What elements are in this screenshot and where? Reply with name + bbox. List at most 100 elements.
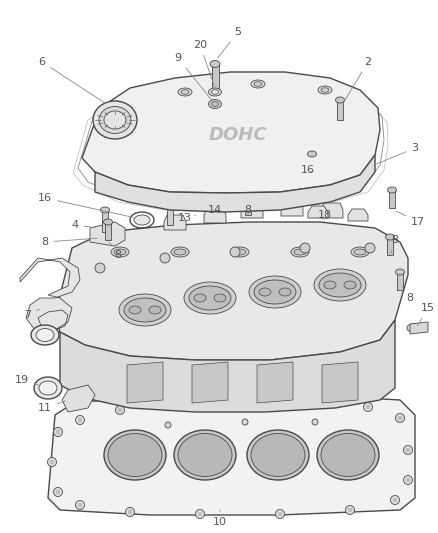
- Circle shape: [364, 402, 372, 411]
- Text: 4: 4: [71, 220, 95, 230]
- Circle shape: [278, 512, 283, 516]
- Text: 14: 14: [208, 205, 228, 215]
- Circle shape: [276, 510, 285, 519]
- Text: DOHC: DOHC: [208, 126, 267, 144]
- Polygon shape: [95, 155, 375, 212]
- Polygon shape: [105, 222, 111, 240]
- Ellipse shape: [251, 80, 265, 88]
- Ellipse shape: [321, 433, 375, 477]
- Circle shape: [56, 430, 60, 434]
- Polygon shape: [204, 208, 226, 223]
- Ellipse shape: [34, 377, 62, 399]
- Circle shape: [365, 405, 371, 409]
- Ellipse shape: [212, 101, 219, 107]
- Ellipse shape: [108, 433, 162, 477]
- Ellipse shape: [174, 430, 236, 480]
- Text: 3: 3: [377, 143, 418, 164]
- Circle shape: [166, 403, 170, 408]
- Ellipse shape: [385, 234, 395, 240]
- Circle shape: [56, 489, 60, 495]
- Ellipse shape: [291, 247, 309, 257]
- Polygon shape: [309, 154, 315, 174]
- Circle shape: [300, 243, 310, 253]
- Polygon shape: [281, 201, 303, 216]
- Ellipse shape: [111, 247, 129, 257]
- Text: 5: 5: [218, 27, 241, 58]
- Ellipse shape: [318, 86, 332, 94]
- Polygon shape: [241, 203, 263, 218]
- Text: 17: 17: [396, 211, 425, 227]
- Circle shape: [195, 510, 205, 519]
- Ellipse shape: [317, 430, 379, 480]
- Ellipse shape: [244, 190, 252, 196]
- Polygon shape: [397, 272, 403, 290]
- Ellipse shape: [353, 163, 363, 169]
- Text: 15: 15: [417, 303, 435, 326]
- Text: 13: 13: [178, 213, 196, 223]
- Circle shape: [312, 401, 318, 407]
- Ellipse shape: [324, 281, 336, 289]
- Circle shape: [398, 416, 403, 421]
- Polygon shape: [164, 215, 186, 230]
- Ellipse shape: [344, 281, 356, 289]
- Circle shape: [346, 505, 354, 514]
- Text: 7: 7: [25, 309, 39, 320]
- Ellipse shape: [254, 82, 262, 86]
- Polygon shape: [292, 163, 298, 185]
- Circle shape: [391, 496, 399, 505]
- Circle shape: [78, 417, 82, 423]
- Ellipse shape: [103, 219, 113, 225]
- Ellipse shape: [194, 294, 206, 302]
- Text: 2: 2: [343, 57, 371, 103]
- Ellipse shape: [214, 294, 226, 302]
- Ellipse shape: [39, 381, 57, 395]
- Circle shape: [75, 416, 85, 424]
- Text: 8: 8: [391, 235, 399, 253]
- Ellipse shape: [178, 88, 192, 96]
- Ellipse shape: [336, 97, 345, 103]
- Circle shape: [243, 401, 247, 407]
- Ellipse shape: [307, 151, 317, 157]
- Circle shape: [242, 419, 248, 425]
- Polygon shape: [127, 362, 163, 403]
- Polygon shape: [90, 222, 125, 246]
- Circle shape: [95, 263, 105, 273]
- Polygon shape: [389, 190, 395, 208]
- Ellipse shape: [184, 282, 236, 314]
- Circle shape: [311, 400, 319, 408]
- Text: 8: 8: [244, 205, 251, 215]
- Ellipse shape: [234, 249, 246, 255]
- Ellipse shape: [99, 107, 131, 133]
- Circle shape: [198, 512, 202, 516]
- Ellipse shape: [181, 90, 189, 94]
- Polygon shape: [167, 203, 173, 225]
- Circle shape: [127, 510, 133, 514]
- Circle shape: [126, 507, 134, 516]
- Polygon shape: [257, 362, 293, 403]
- Ellipse shape: [279, 288, 291, 296]
- Circle shape: [403, 446, 413, 455]
- Circle shape: [406, 448, 410, 453]
- Ellipse shape: [100, 207, 110, 213]
- Ellipse shape: [114, 249, 126, 255]
- Ellipse shape: [254, 280, 296, 304]
- Ellipse shape: [208, 88, 222, 96]
- Circle shape: [312, 419, 318, 425]
- Text: 9: 9: [174, 53, 212, 101]
- Text: 16: 16: [38, 193, 133, 217]
- Polygon shape: [60, 320, 395, 412]
- Circle shape: [116, 406, 124, 415]
- Polygon shape: [82, 72, 380, 193]
- Circle shape: [160, 253, 170, 263]
- Ellipse shape: [104, 430, 166, 480]
- Ellipse shape: [388, 187, 396, 193]
- Polygon shape: [355, 166, 361, 188]
- Ellipse shape: [249, 276, 301, 308]
- Ellipse shape: [294, 249, 306, 255]
- Circle shape: [230, 247, 240, 257]
- Ellipse shape: [231, 247, 249, 257]
- Ellipse shape: [171, 247, 189, 257]
- Ellipse shape: [314, 269, 366, 301]
- Ellipse shape: [319, 273, 361, 297]
- Circle shape: [365, 243, 375, 253]
